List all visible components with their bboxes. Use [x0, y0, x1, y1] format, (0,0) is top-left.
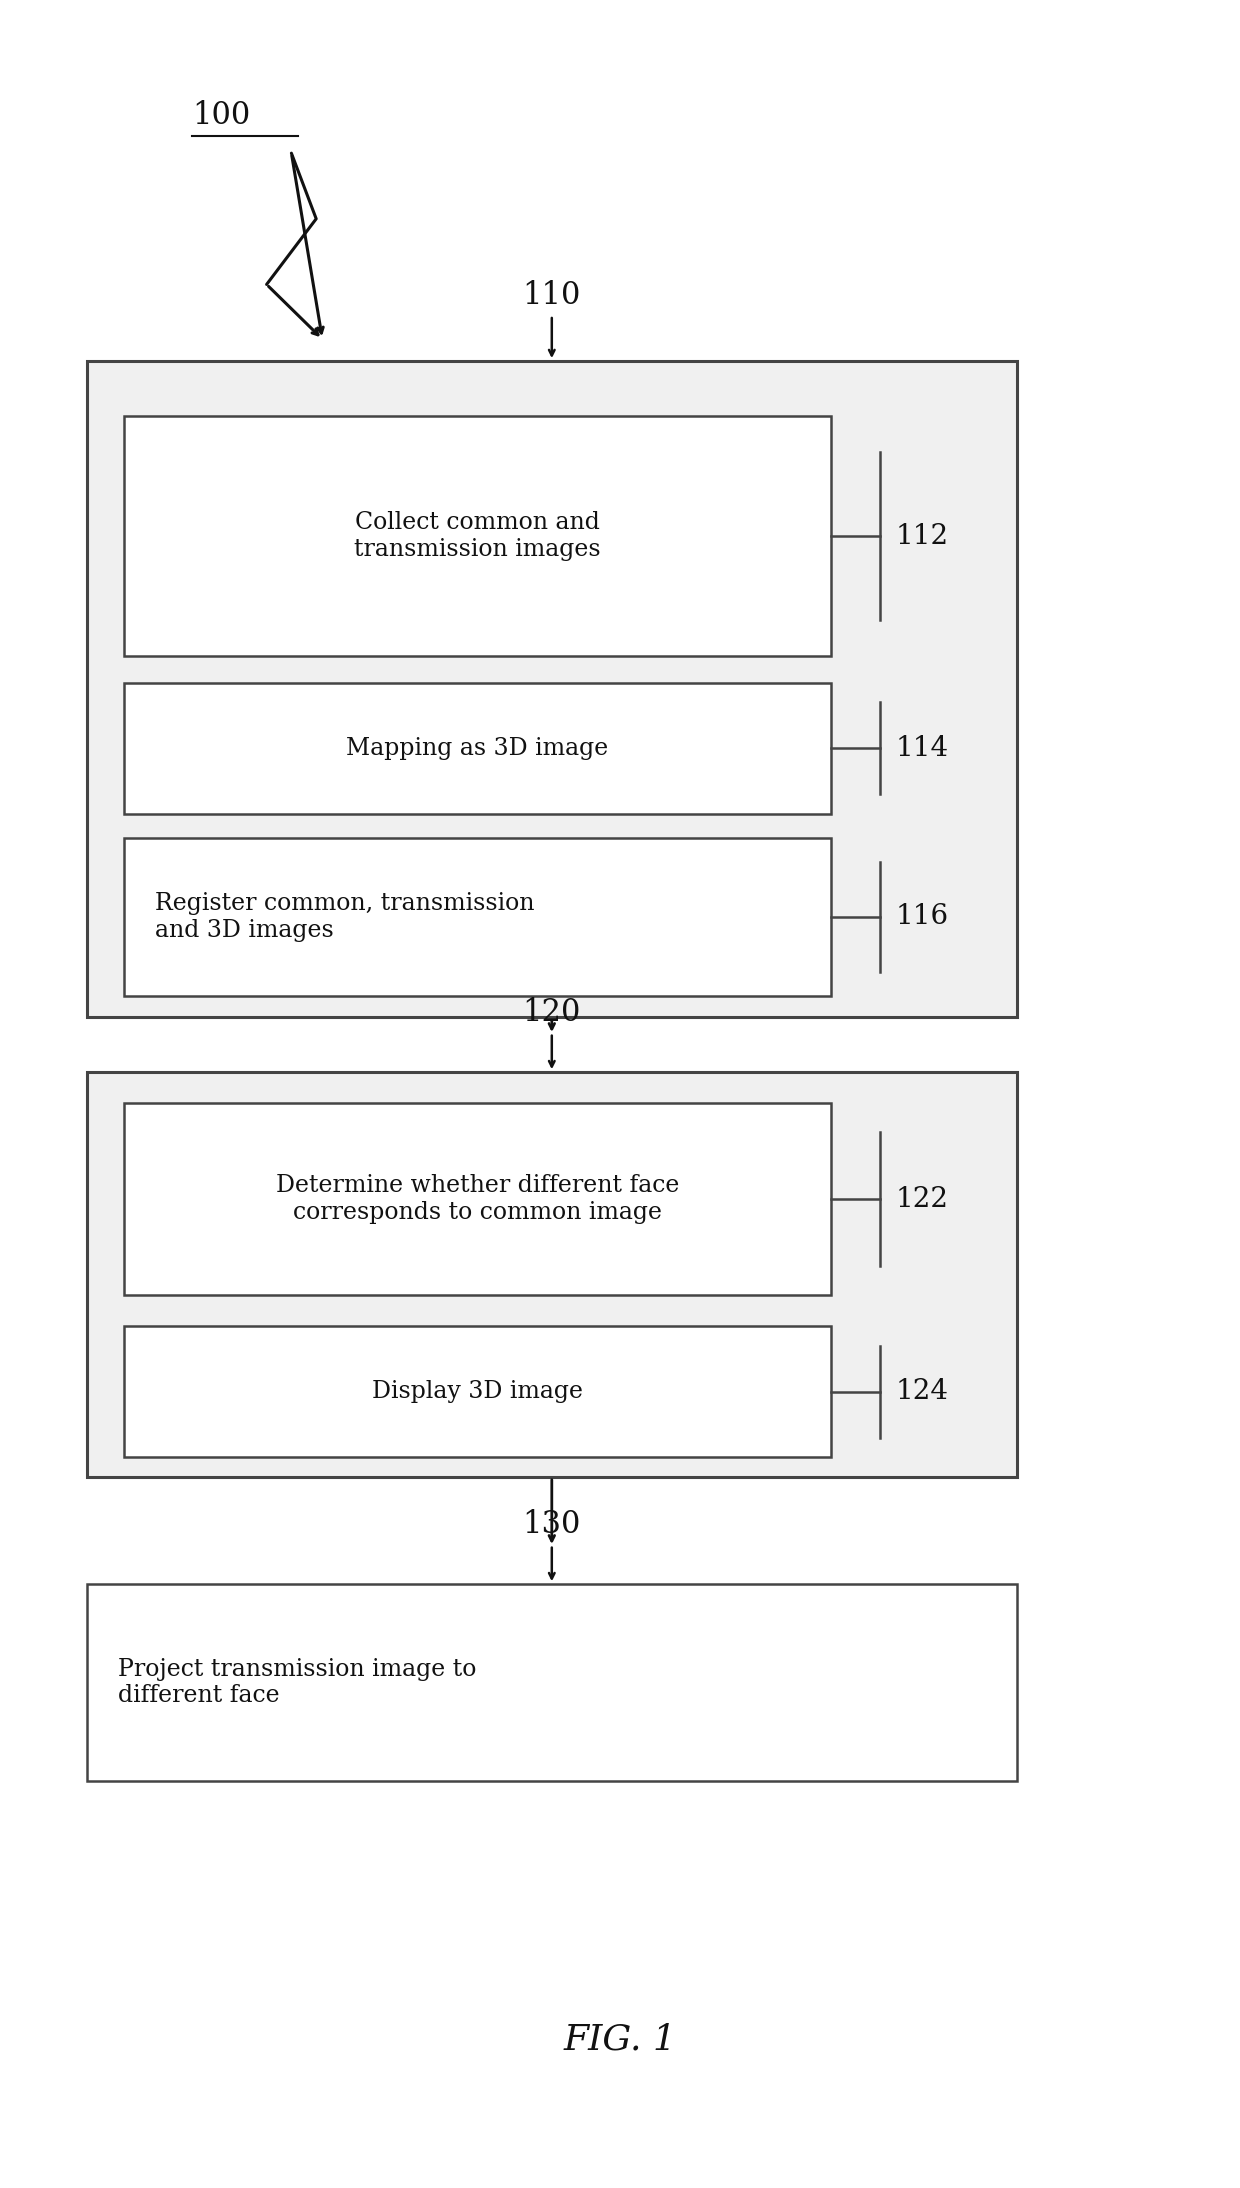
- Text: Register common, transmission
and 3D images: Register common, transmission and 3D ima…: [155, 893, 534, 941]
- Text: 124: 124: [895, 1378, 949, 1405]
- Text: 114: 114: [895, 735, 949, 761]
- Text: FIG. 1: FIG. 1: [563, 2022, 677, 2057]
- Text: Determine whether different face
corresponds to common image: Determine whether different face corresp…: [275, 1175, 680, 1223]
- Text: 120: 120: [522, 998, 582, 1028]
- Bar: [124, 1326, 831, 1457]
- Bar: [124, 683, 831, 814]
- Text: Project transmission image to
different face: Project transmission image to different …: [118, 1659, 476, 1707]
- Bar: [124, 416, 831, 656]
- Bar: [124, 838, 831, 996]
- Text: 130: 130: [522, 1510, 582, 1540]
- Text: 110: 110: [522, 280, 582, 311]
- Text: Mapping as 3D image: Mapping as 3D image: [346, 737, 609, 759]
- Text: 116: 116: [895, 904, 949, 930]
- Bar: [87, 1584, 1017, 1781]
- Bar: [124, 1103, 831, 1295]
- Text: 112: 112: [895, 523, 949, 549]
- Text: 122: 122: [895, 1186, 949, 1212]
- Text: Collect common and
transmission images: Collect common and transmission images: [355, 512, 600, 560]
- Text: Display 3D image: Display 3D image: [372, 1381, 583, 1403]
- Bar: [87, 361, 1017, 1017]
- Text: 100: 100: [192, 101, 250, 131]
- Bar: [87, 1072, 1017, 1477]
